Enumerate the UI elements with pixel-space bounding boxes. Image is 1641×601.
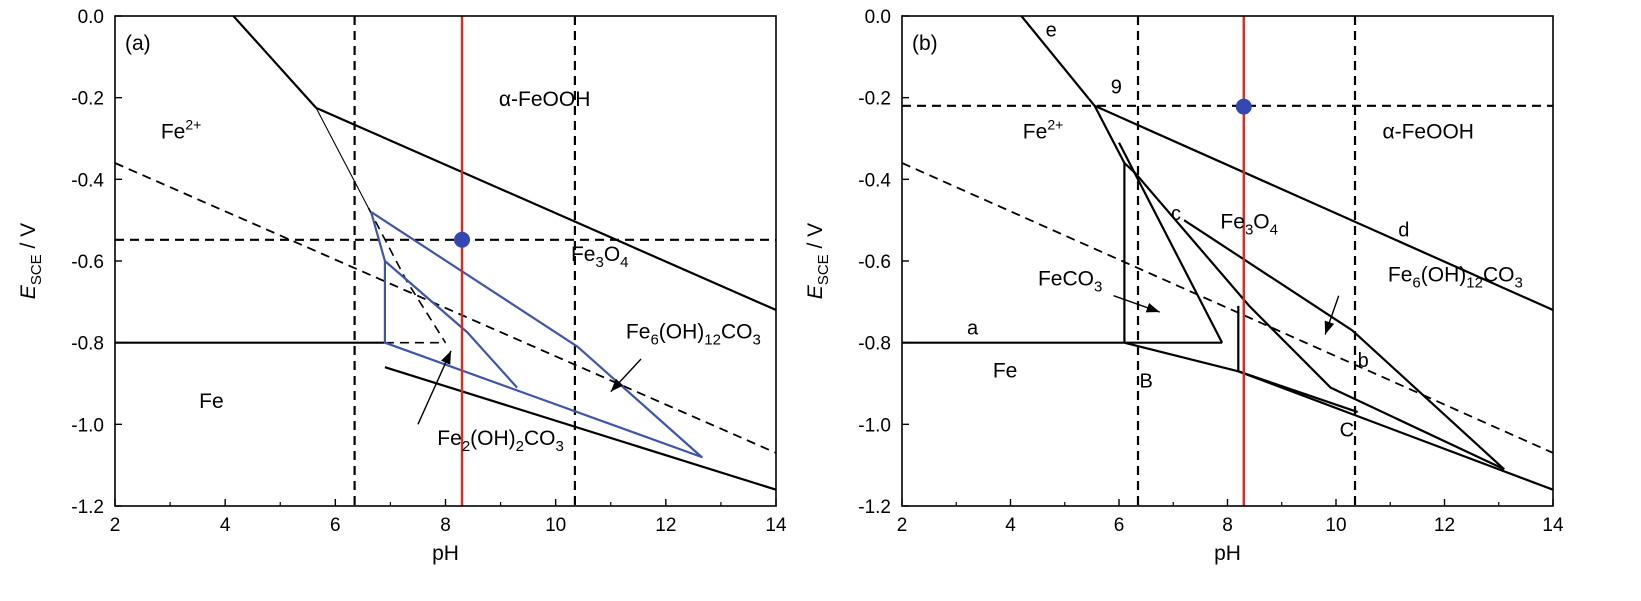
panel-label: (a) [125,32,151,55]
boundary-marker-label: c [1171,203,1181,225]
chart-panel-b: 2 4 6 8 10 12 14 0.0 -0.2 -0.4 -0.6 -0.8 -1.0 -1.2 pH E… [804,7,1564,565]
solid-boundary-line [1237,370,1359,414]
region-label: Fe6(OH)12CO3 [1388,263,1523,291]
solid-boundary-line [315,106,776,312]
stability-region-outline [370,211,703,459]
solid-boundary-line [1020,16,1505,471]
x-tick-label: 2 [897,515,908,536]
region-label: Fe [199,390,224,413]
x-axis-title: pH [1214,542,1241,565]
y-tick-label: -0.4 [858,170,891,191]
region-label: Fe2+ [161,117,201,144]
y-tick-label: -1.0 [858,415,891,436]
y-tick-label: 0.0 [865,7,891,28]
region-label: FeCO3 [1038,268,1102,296]
x-tick-label: 10 [545,515,566,536]
plot-frame [901,15,1554,507]
annotation-arrowhead [1145,302,1160,313]
y-tick-label: -0.6 [858,252,891,273]
x-axis-title: pH [432,542,459,565]
y-tick-label: 0.0 [78,7,104,28]
x-tick-label: 12 [655,515,676,536]
x-tick-label: 12 [1434,515,1455,536]
annotation-arrowhead [610,378,624,392]
stability-region-outline [384,260,518,389]
boundary-marker-label: d [1398,220,1409,242]
boundary-marker-label: C [1340,420,1354,442]
boundary-marker-label: e [1046,19,1057,41]
solid-boundary-line [1094,104,1553,312]
solid-boundary-line [232,16,317,109]
region-label: α-FeOOH [499,88,590,111]
boundary-marker-label: B [1139,371,1152,393]
y-axis-title: ESCE / V [804,223,832,299]
solid-boundary-line [1124,341,1553,491]
y-tick-label: -0.4 [71,170,104,191]
solid-boundary-line [1183,219,1505,471]
y-tick-label: -0.6 [71,252,104,273]
y-tick-label: -0.2 [858,89,891,110]
region-label: Fe6(OH)12CO3 [626,321,761,349]
region-label: Fe [993,359,1018,382]
x-tick-label: 6 [1114,515,1125,536]
x-tick-label: 8 [440,515,451,536]
region-label: Fe3O4 [571,243,629,271]
dashed-boundary-line [902,162,1553,454]
region-label: Fe2(OH)2CO3 [437,427,564,455]
solid-boundary-line [1118,142,1224,344]
plot-area [115,16,776,506]
x-tick-label: 14 [1542,515,1564,536]
boundary-marker-label: 9 [1111,77,1122,99]
y-tick-label: -0.8 [71,334,104,355]
x-tick-label: 10 [1325,515,1346,536]
panel-label: (b) [912,32,938,55]
x-tick-label: 4 [1005,515,1016,536]
region-label: α-FeOOH [1382,121,1473,144]
dashed-boundary-line [115,162,776,454]
dashed-boundary-line [367,207,447,344]
measured-potential-point [454,231,471,248]
x-tick-label: 8 [1222,515,1233,536]
plot-area [902,16,1553,506]
y-tick-label: -0.8 [858,334,891,355]
x-tick-label: 14 [765,515,787,536]
boundary-marker-label: b [1358,350,1369,372]
y-tick-label: -1.2 [858,497,891,518]
y-tick-label: -0.2 [71,89,104,110]
x-tick-label: 4 [220,515,231,536]
boundary-marker-label: a [967,318,979,340]
region-label: Fe3O4 [1220,210,1278,238]
x-tick-label: 6 [330,515,341,536]
annotation-arrow [417,350,452,425]
solid-boundary-line [315,107,369,209]
y-tick-label: -1.2 [71,497,104,518]
x-tick-label: 2 [110,515,121,536]
y-axis-title: ESCE / V [17,223,45,299]
chart-panel-a: 2 4 6 8 10 12 14 0.0 -0.2 -0.4 -0.6 -0.8 -1.0 -1.2 pH E… [17,7,787,565]
measured-potential-point [1235,98,1252,115]
solid-boundary-line [384,366,776,491]
annotation-arrowhead [441,350,452,365]
y-tick-label: -1.0 [71,415,104,436]
annotation-arrowhead [1324,320,1335,335]
region-label: Fe2+ [1023,117,1063,144]
